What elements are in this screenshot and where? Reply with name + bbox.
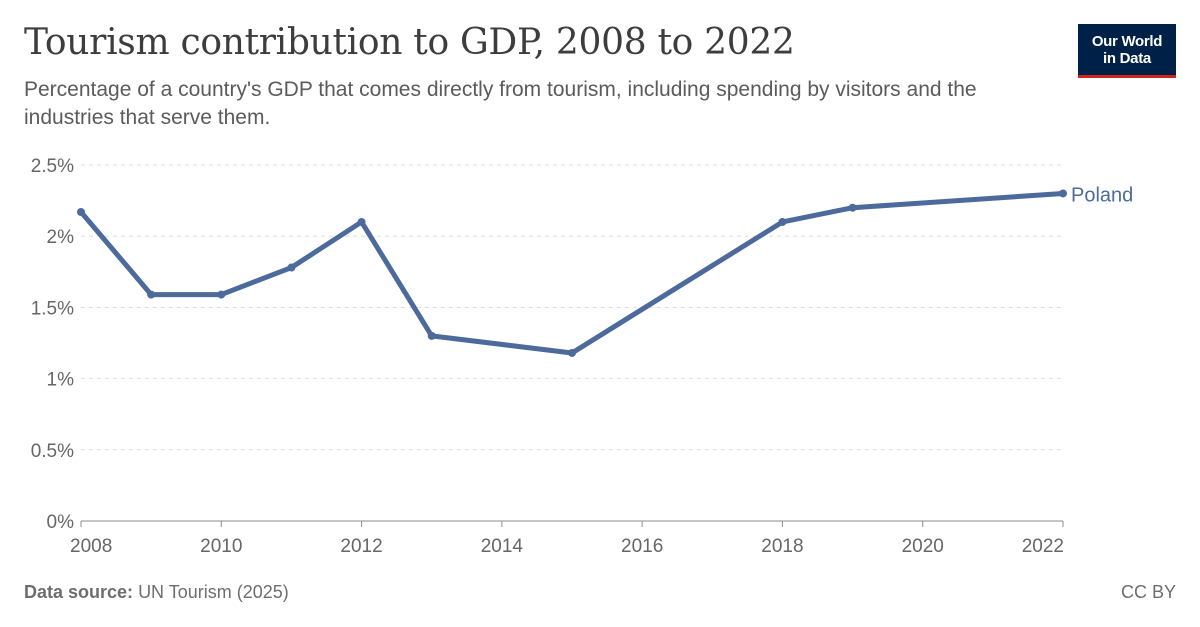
- data-point: [287, 263, 296, 272]
- x-tick-label: 2020: [902, 536, 944, 557]
- x-tick-label: 2010: [200, 536, 242, 557]
- chart-title: Tourism contribution to GDP, 2008 to 202…: [24, 22, 795, 63]
- series-line-poland: [78, 190, 1066, 356]
- data-point: [568, 348, 576, 357]
- y-tick-label: 2.5%: [31, 156, 74, 177]
- license-link[interactable]: CC BY: [1120, 582, 1176, 602]
- data-source-label: Data source:: [24, 582, 134, 602]
- y-tick-label: 1.5%: [31, 298, 74, 319]
- line-chart: 0% 0.5% 1% 1.5% 2% 2.5% 2008 2010 2012 2014 2016 20…: [31, 156, 1134, 557]
- y-tick-label: 0.5%: [31, 441, 74, 462]
- y-tick-label: 0%: [47, 512, 75, 533]
- logo-line-2: in Data: [1103, 49, 1151, 67]
- logo-line-1: Our World: [1091, 32, 1163, 50]
- data-point: [427, 331, 436, 340]
- chart-subtitle: Percentage of a country's GDP that comes…: [24, 78, 977, 129]
- data-point: [1059, 189, 1067, 198]
- y-tick-label: 1%: [47, 370, 75, 391]
- data-point: [357, 217, 366, 226]
- data-source: Data source: UN Tourism (2025): [24, 582, 289, 603]
- data-point: [848, 203, 857, 212]
- x-tick-label: 2016: [621, 536, 663, 557]
- x-tick-label: 2022: [1022, 536, 1064, 557]
- owid-logo[interactable]: Our World in Data: [1078, 24, 1176, 78]
- x-tick-label: 2018: [761, 536, 803, 557]
- data-point: [77, 207, 85, 216]
- data-source-value[interactable]: UN Tourism (2025): [138, 582, 289, 602]
- y-tick-label: 2%: [47, 227, 75, 248]
- x-tick-label: 2008: [70, 536, 112, 557]
- data-point: [217, 290, 226, 299]
- data-point: [147, 290, 156, 299]
- x-tick-label: 2014: [481, 536, 524, 557]
- data-point: [778, 217, 787, 226]
- series-label-poland: Poland: [1071, 184, 1133, 206]
- x-tick-label: 2012: [340, 536, 382, 557]
